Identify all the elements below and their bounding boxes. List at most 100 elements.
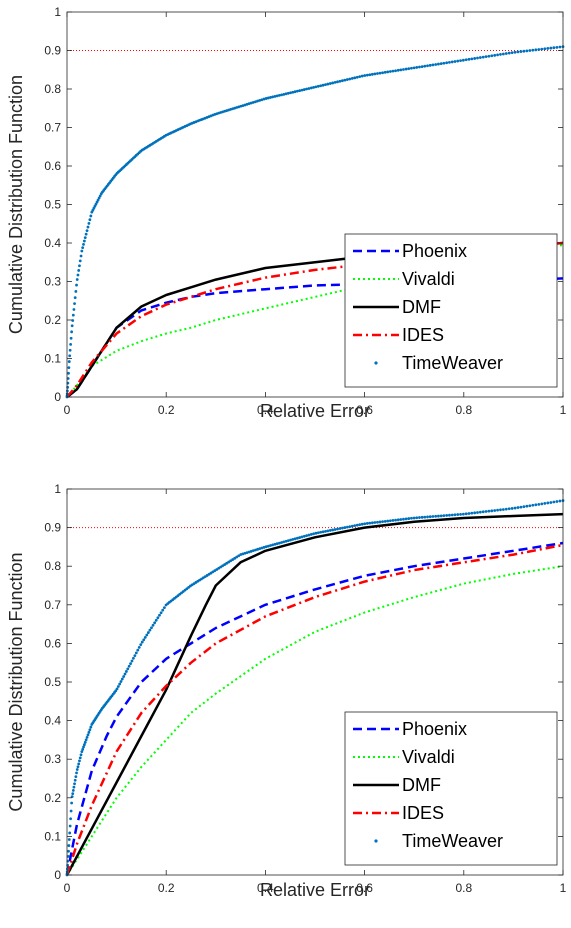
series-timeweaver-point	[305, 87, 309, 91]
y-tick-label: 1	[54, 482, 61, 496]
series-timeweaver-point	[115, 687, 119, 691]
x-tick-label: 0.6	[356, 403, 373, 417]
series-timeweaver-point	[316, 84, 320, 88]
series-timeweaver-point	[476, 511, 479, 514]
series-timeweaver-point	[83, 740, 87, 744]
series-timeweaver-point	[81, 246, 85, 250]
legend-box	[344, 711, 558, 866]
series-timeweaver-point	[82, 239, 86, 243]
series-timeweaver-point	[127, 664, 131, 668]
series-timeweaver-point	[273, 542, 277, 546]
series-timeweaver-point	[74, 290, 78, 293]
series-timeweaver-point	[68, 354, 72, 358]
series-timeweaver-point	[507, 51, 511, 55]
series-timeweaver-point	[537, 502, 541, 506]
series-timeweaver-point	[442, 514, 446, 518]
series-timeweaver-point	[140, 640, 144, 644]
series-timeweaver-point	[453, 513, 457, 517]
series-timeweaver-point	[132, 656, 135, 660]
series-timeweaver-point	[314, 85, 318, 89]
series-timeweaver-point	[231, 558, 235, 561]
series-timeweaver-point	[543, 47, 547, 51]
series-timeweaver-point	[501, 508, 505, 511]
series-timeweaver-point	[309, 86, 313, 90]
series-timeweaver-point	[136, 648, 140, 652]
series-timeweaver-point	[484, 55, 488, 59]
series-timeweaver-point	[254, 100, 257, 104]
series-timeweaver-point	[420, 65, 424, 68]
series-timeweaver-point	[87, 730, 91, 734]
legend-label-ides: IDES	[402, 803, 444, 823]
series-timeweaver-point	[156, 616, 160, 620]
series-timeweaver-point	[282, 92, 286, 96]
series-timeweaver-point	[499, 53, 502, 56]
series-timeweaver-point	[373, 521, 377, 524]
legend-label-timeweaver: TimeWeaver	[402, 353, 503, 373]
series-timeweaver-point	[513, 50, 517, 54]
series-timeweaver-point	[350, 76, 354, 80]
x-tick-label: 0	[64, 881, 71, 895]
series-timeweaver-point	[510, 51, 514, 55]
series-timeweaver-point	[370, 72, 374, 76]
series-timeweaver-point	[73, 778, 77, 782]
series-timeweaver-point	[450, 60, 454, 64]
series-timeweaver-point	[493, 509, 497, 512]
series-timeweaver-point	[75, 278, 79, 281]
series-timeweaver-point	[309, 533, 313, 536]
series-timeweaver-point	[552, 46, 556, 50]
series-timeweaver-point	[423, 515, 427, 519]
series-timeweaver-point	[298, 536, 302, 539]
series-timeweaver-point	[534, 503, 538, 507]
series-timeweaver-point	[71, 792, 75, 796]
series-dmf-line	[65, 512, 564, 876]
series-timeweaver-point	[343, 526, 347, 529]
series-timeweaver-point	[123, 672, 127, 676]
series-timeweaver-point	[338, 79, 342, 83]
series-timeweaver-point	[66, 377, 70, 380]
series-timeweaver-point	[67, 844, 71, 847]
series-timeweaver-point	[456, 513, 460, 516]
series-timeweaver-point	[71, 313, 75, 317]
series-timeweaver-point	[69, 336, 73, 340]
series-timeweaver-point	[78, 759, 81, 763]
series-timeweaver-point	[271, 95, 275, 99]
series-timeweaver-point	[496, 508, 499, 512]
series-timeweaver-point	[355, 523, 359, 527]
series-timeweaver-point	[404, 67, 408, 71]
series-timeweaver-point	[331, 528, 335, 532]
series-timeweaver-point	[73, 782, 76, 786]
series-timeweaver-point	[358, 75, 362, 79]
legend-marker-timeweaver	[374, 361, 378, 365]
series-timeweaver-point	[378, 520, 382, 524]
series-timeweaver-point	[448, 60, 451, 64]
series-timeweaver-point	[504, 507, 508, 511]
series-timeweaver-point	[122, 675, 126, 678]
series-timeweaver-point	[324, 529, 327, 533]
series-timeweaver-point	[300, 88, 304, 92]
series-timeweaver-point	[519, 50, 523, 53]
series-timeweaver-point	[79, 254, 83, 258]
series-timeweaver-point	[467, 512, 471, 515]
series-timeweaver-point	[487, 509, 491, 513]
series-timeweaver-point	[68, 831, 72, 835]
series-timeweaver-point	[410, 516, 413, 520]
series-timeweaver-point	[162, 606, 166, 610]
series-timeweaver-point	[358, 523, 362, 527]
series-timeweaver-point	[289, 91, 292, 95]
series-timeweaver-point	[295, 89, 299, 93]
series-timeweaver-point	[428, 63, 432, 67]
series-timeweaver-point	[484, 510, 488, 513]
x-tick-label: 0.6	[356, 881, 373, 895]
series-timeweaver-point	[478, 56, 482, 59]
series-timeweaver-point	[368, 73, 372, 77]
series-timeweaver-point	[336, 80, 339, 84]
series-timeweaver-point	[86, 225, 90, 229]
series-ides-line	[65, 543, 564, 876]
series-timeweaver-point	[525, 49, 529, 53]
series-timeweaver-point	[79, 753, 83, 757]
series-timeweaver-point	[388, 519, 392, 523]
series-timeweaver-point	[269, 544, 272, 547]
series-timeweaver-point	[555, 45, 559, 49]
series-timeweaver-point	[80, 249, 84, 253]
